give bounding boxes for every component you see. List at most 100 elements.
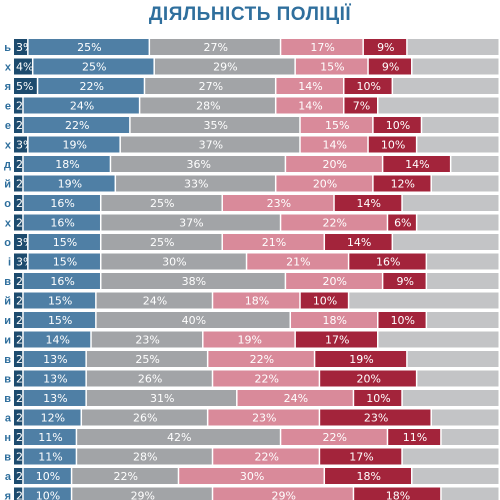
bar-segment [14,331,23,348]
bar-segment [28,136,120,153]
bar-segment [402,390,499,406]
bar-segment [14,195,23,211]
bar-segment [14,370,23,387]
data-label: 12% [41,412,65,425]
bar-segment [14,117,23,133]
data-label: 14% [298,100,322,113]
data-label: 20% [323,158,347,171]
data-label: 19% [349,353,373,366]
row-label: е [5,101,11,113]
bar-segment [276,175,373,192]
bar-segment [208,351,314,367]
data-label: 25% [150,197,174,210]
bar-segment [23,117,130,133]
data-label: 16% [50,197,74,210]
bar-segment [23,273,100,289]
bar-segment [349,292,499,309]
data-label: 27% [203,41,227,54]
bar-segment [286,273,382,289]
bar-segment [14,214,23,231]
data-label: 19% [58,178,82,191]
row-label: х [5,140,12,152]
bar-segment [28,253,100,270]
bar-segment [281,39,363,55]
data-label: 16% [50,275,74,288]
bar-segment [23,351,86,367]
bar-segment [407,39,499,55]
data-label: 16% [376,256,400,269]
bar-segment [334,195,402,211]
bar-segment [14,175,23,192]
data-label: 7% [353,100,370,113]
data-label: 42% [167,431,191,444]
data-label: 21% [262,236,286,249]
bar-segment [14,234,28,250]
data-label: 11% [38,431,62,444]
data-label: 12% [391,178,415,191]
chart-title: ДІЯЛЬНІСТЬ ПОЛІЦІЇ [148,4,352,25]
bar-segment [86,370,212,387]
row-label: а [5,413,12,425]
bar-segment [23,390,86,406]
data-label: 35% [203,119,227,132]
bar-segment [393,78,499,94]
row-label: х [5,62,12,74]
bar-segment [14,136,28,153]
bar-segment [431,409,499,426]
data-label: 18% [55,158,79,171]
data-label: 15% [53,236,77,249]
bar-segment [14,448,23,465]
data-label: 10% [366,392,390,405]
bar-segment [96,312,290,328]
data-label: 22% [114,470,138,483]
data-label: 10% [391,314,415,327]
bar-segment [14,312,23,328]
data-label: 14% [405,158,429,171]
bar-segment [344,97,377,114]
data-label: 24% [143,295,167,308]
bar-segment [14,156,23,172]
data-label: 13% [43,392,67,405]
data-label: 22% [254,451,278,464]
data-label: 13% [43,353,67,366]
data-label: 10% [381,139,405,152]
data-label: 27% [199,80,223,93]
data-label: 26% [138,373,162,386]
bar-segment [291,312,377,328]
bar-segment [383,156,450,172]
data-label: 5% [16,80,33,93]
bar-segment [23,429,76,445]
data-label: 22% [250,353,274,366]
bar-segment [23,97,139,114]
bar-segment [276,78,343,94]
row-label: и [4,315,11,327]
bar-segment [383,273,426,289]
data-label: 37% [199,139,223,152]
bar-segment [140,97,275,114]
bar-segment [349,253,426,270]
bar-segment [23,409,81,426]
bar-segment [96,292,212,309]
data-label: 18% [357,470,381,483]
bar-segment [427,312,499,328]
bar-segment [23,468,71,484]
bar-segment [23,156,110,172]
data-label: 22% [254,373,278,386]
data-label: 19% [237,334,261,347]
data-label: 18% [323,314,347,327]
bar-segment [82,409,207,426]
data-label: 24% [70,100,94,113]
bar-segment [325,234,392,250]
bar-segment [378,97,499,114]
bar-segment [23,487,71,500]
data-label: 22% [65,119,89,132]
bar-segment [23,292,96,309]
data-label: 25% [77,41,101,54]
bar-segment [407,351,499,367]
data-label: 17% [349,451,373,464]
bar-segment [213,292,300,309]
bar-segment [28,234,100,250]
bar-segment [295,331,377,348]
bar-segment [300,292,348,309]
